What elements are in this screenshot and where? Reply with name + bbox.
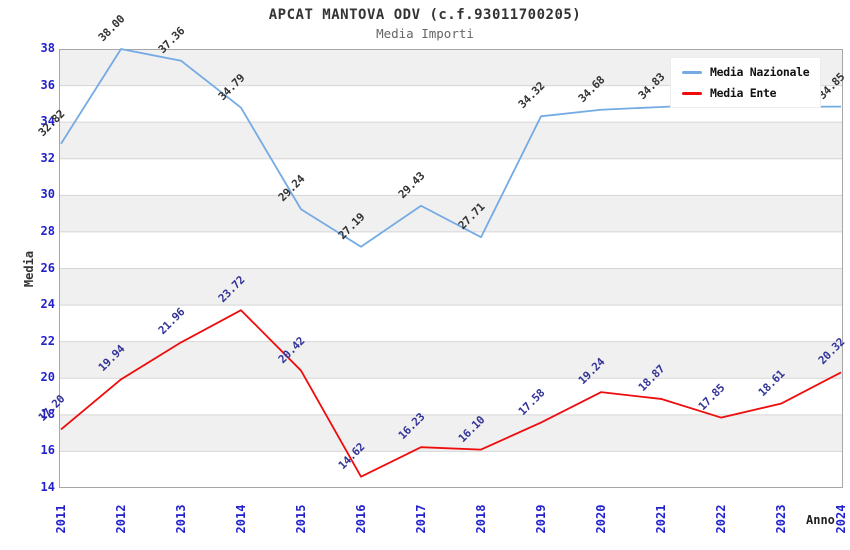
- y-tick-label: 24: [40, 297, 55, 312]
- x-tick-label: 2023: [774, 504, 788, 534]
- x-tick-label: 2014: [234, 504, 248, 534]
- grid-band: [59, 414, 843, 452]
- x-tick-label: 2022: [714, 504, 728, 534]
- plot-frame: [59, 49, 843, 488]
- x-tick-label: 2012: [114, 504, 128, 534]
- grid-band: [59, 268, 843, 306]
- grid-band: [59, 341, 843, 379]
- x-tick-label: 2018: [474, 504, 488, 534]
- y-tick-label: 20: [40, 370, 55, 385]
- x-tick-label: 2021: [654, 504, 668, 534]
- y-tick-label: 16: [40, 443, 55, 458]
- x-tick-label: 2013: [174, 504, 188, 534]
- y-tick-label: 30: [40, 187, 55, 202]
- chart-subtitle: Media Importi: [376, 26, 474, 41]
- y-tick-label: 34: [40, 114, 55, 129]
- x-tick-label: 2015: [294, 504, 308, 534]
- y-tick-label: 18: [40, 406, 55, 421]
- legend: Media Nazionale Media Ente: [670, 57, 822, 108]
- y-tick-label: 28: [40, 223, 55, 238]
- legend-item-media-ente: Media Ente: [682, 86, 809, 100]
- legend-item-media-nazionale: Media Nazionale: [682, 65, 810, 79]
- y-tick-label: 36: [40, 77, 55, 92]
- legend-label-media-nazionale: Media Nazionale: [710, 65, 810, 79]
- y-tick-label: 26: [40, 260, 55, 275]
- grid-band: [59, 122, 843, 159]
- series-line-1: [60, 309, 842, 478]
- blue-line-swatch-icon: [682, 70, 702, 74]
- x-axis-title: Anno: [806, 513, 835, 527]
- y-tick-label: 22: [40, 333, 55, 348]
- x-tick-label: 2016: [354, 504, 368, 534]
- grid-band: [59, 195, 843, 232]
- red-line-swatch-icon: [682, 91, 702, 95]
- y-tick-label: 32: [40, 150, 55, 165]
- chart-title: APCAT MANTOVA ODV (c.f.93011700205): [268, 7, 582, 23]
- x-tick-label: 2019: [534, 504, 548, 534]
- y-tick-label: 38: [40, 41, 55, 55]
- legend-label-media-ente: Media Ente: [710, 86, 777, 100]
- x-tick-label: 2020: [594, 504, 608, 534]
- x-tick-label: 2017: [414, 504, 428, 534]
- x-tick-label: 2024: [834, 504, 848, 534]
- x-tick-label: 2011: [54, 504, 68, 534]
- y-tick-label: 14: [40, 480, 55, 494]
